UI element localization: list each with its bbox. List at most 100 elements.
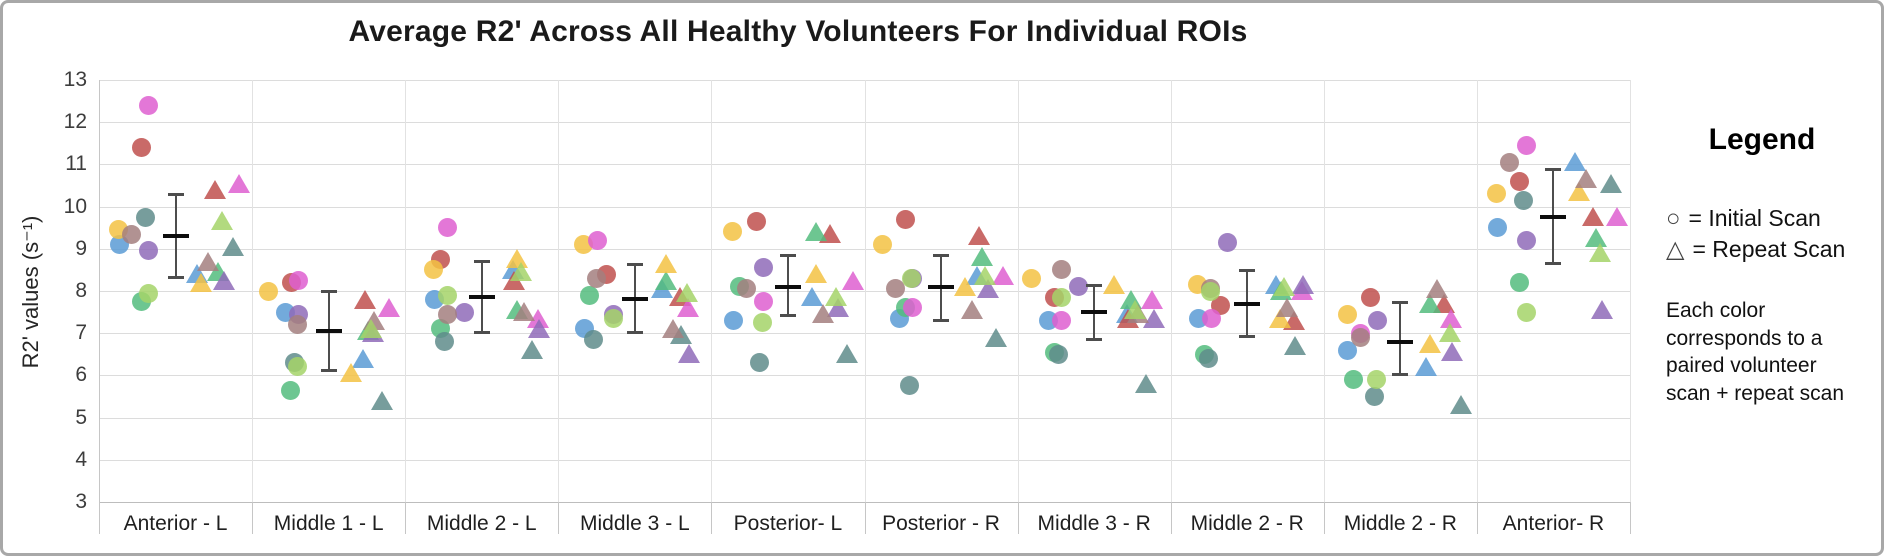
initial-scan-marker — [1201, 281, 1221, 301]
initial-scan-marker — [1517, 230, 1537, 250]
error-bar-mean-tick — [162, 234, 189, 239]
initial-scan-marker — [753, 313, 773, 333]
category-divider — [711, 80, 713, 502]
initial-scan-marker — [1486, 184, 1506, 204]
category-divider — [864, 80, 866, 502]
initial-scan-marker — [736, 279, 756, 299]
initial-scan-marker — [1338, 340, 1358, 360]
repeat-scan-marker — [1441, 342, 1464, 362]
x-category-label: Middle 1 - L — [273, 512, 384, 535]
y-tick-label: 6 — [75, 363, 87, 387]
triangle-outline-icon: △ — [1666, 235, 1685, 263]
initial-scan-marker — [1069, 277, 1089, 297]
x-category-label: Middle 3 - L — [579, 512, 690, 535]
initial-scan-marker — [434, 332, 454, 352]
initial-scan-marker — [1201, 308, 1221, 328]
error-bar-mean-tick — [468, 295, 495, 300]
repeat-scan-marker — [842, 270, 865, 290]
error-bar-mean-tick — [315, 329, 342, 334]
category-divider — [558, 80, 560, 502]
repeat-scan-marker — [1590, 300, 1613, 320]
x-axis-tick — [1323, 502, 1325, 534]
initial-scan-marker — [139, 95, 159, 115]
initial-scan-marker — [896, 209, 916, 229]
repeat-scan-marker — [520, 340, 543, 360]
repeat-scan-marker — [825, 287, 848, 307]
initial-scan-marker — [1500, 152, 1520, 172]
repeat-scan-marker — [228, 173, 251, 193]
repeat-scan-marker — [804, 222, 827, 242]
chart-title: Average R2' Across All Healthy Volunteer… — [348, 15, 1248, 48]
repeat-scan-marker — [811, 304, 834, 324]
error-bar-cap-top — [1086, 283, 1103, 287]
repeat-scan-marker — [800, 287, 823, 307]
x-axis-tick — [864, 502, 866, 534]
error-bar-cap-bottom — [779, 314, 796, 318]
initial-scan-marker — [1051, 260, 1071, 280]
repeat-scan-marker — [512, 302, 535, 322]
initial-scan-marker — [138, 283, 158, 303]
initial-scan-marker — [603, 308, 623, 328]
error-bar-mean-tick — [928, 284, 955, 289]
x-category-label: Posterior- L — [733, 512, 843, 535]
legend-note: Each color corresponds to a paired volun… — [1666, 299, 1845, 406]
initial-scan-marker — [136, 207, 156, 227]
error-bar-cap-bottom — [1392, 373, 1409, 377]
y-tick-label: 10 — [63, 194, 87, 218]
initial-scan-marker — [1510, 171, 1530, 191]
category-divider — [1476, 80, 1478, 502]
initial-scan-marker — [587, 230, 607, 250]
repeat-scan-marker — [1141, 289, 1164, 309]
initial-scan-marker — [437, 285, 457, 305]
initial-scan-marker — [1364, 387, 1384, 406]
x-category-label: Anterior - L — [123, 512, 228, 535]
error-bar-cap-top — [473, 260, 490, 264]
repeat-scan-marker — [1419, 293, 1442, 313]
x-category-label: Middle 3 - R — [1037, 512, 1151, 535]
category-divider — [1630, 80, 1631, 502]
error-bar-cap-top — [1545, 167, 1562, 171]
initial-scan-marker — [288, 357, 308, 377]
initial-scan-marker — [753, 292, 773, 312]
repeat-scan-marker — [1599, 173, 1622, 193]
initial-scan-marker — [1487, 218, 1507, 238]
repeat-scan-marker — [836, 344, 859, 364]
initial-scan-marker — [1218, 232, 1238, 252]
initial-scan-marker — [1052, 311, 1072, 331]
error-bar-cap-top — [167, 192, 184, 196]
repeat-scan-marker — [1585, 228, 1607, 248]
legend-title: Legend — [1708, 123, 1816, 156]
repeat-scan-marker — [1273, 276, 1296, 296]
x-category-label: Middle 2 - L — [426, 512, 537, 535]
initial-scan-marker — [580, 285, 600, 305]
initial-scan-marker — [1337, 304, 1357, 324]
legend-item-label: = Repeat Scan — [1692, 236, 1846, 262]
repeat-scan-marker — [212, 270, 235, 290]
error-bar-cap-top — [320, 290, 337, 293]
initial-scan-marker — [1367, 311, 1387, 331]
initial-scan-marker — [288, 315, 308, 335]
repeat-scan-marker — [528, 319, 551, 339]
error-bar-mean-tick — [774, 284, 801, 289]
initial-scan-marker — [903, 298, 923, 318]
repeat-scan-marker — [360, 319, 383, 339]
legend-panel: Legend ○ = Initial Scan △ = Repeat Scan … — [1648, 123, 1876, 408]
error-bar-cap-bottom — [1545, 261, 1562, 265]
repeat-scan-marker — [655, 270, 678, 290]
initial-scan-marker — [750, 353, 770, 373]
repeat-scan-marker — [1134, 373, 1157, 393]
legend-item-repeat-scan: △ = Repeat Scan — [1666, 236, 1876, 263]
x-axis-tick — [711, 502, 713, 534]
repeat-scan-marker — [968, 226, 991, 246]
repeat-scan-marker — [210, 211, 233, 231]
error-bar-whisker — [1399, 301, 1402, 376]
repeat-scan-marker — [1575, 169, 1598, 189]
error-bar-cap-top — [1392, 300, 1409, 304]
x-category-label: Posterior - R — [882, 512, 1000, 535]
error-bar-cap-bottom — [320, 369, 337, 373]
repeat-scan-marker — [197, 251, 220, 271]
category-divider — [252, 80, 254, 502]
initial-scan-marker — [902, 268, 922, 288]
initial-scan-marker — [424, 260, 444, 280]
